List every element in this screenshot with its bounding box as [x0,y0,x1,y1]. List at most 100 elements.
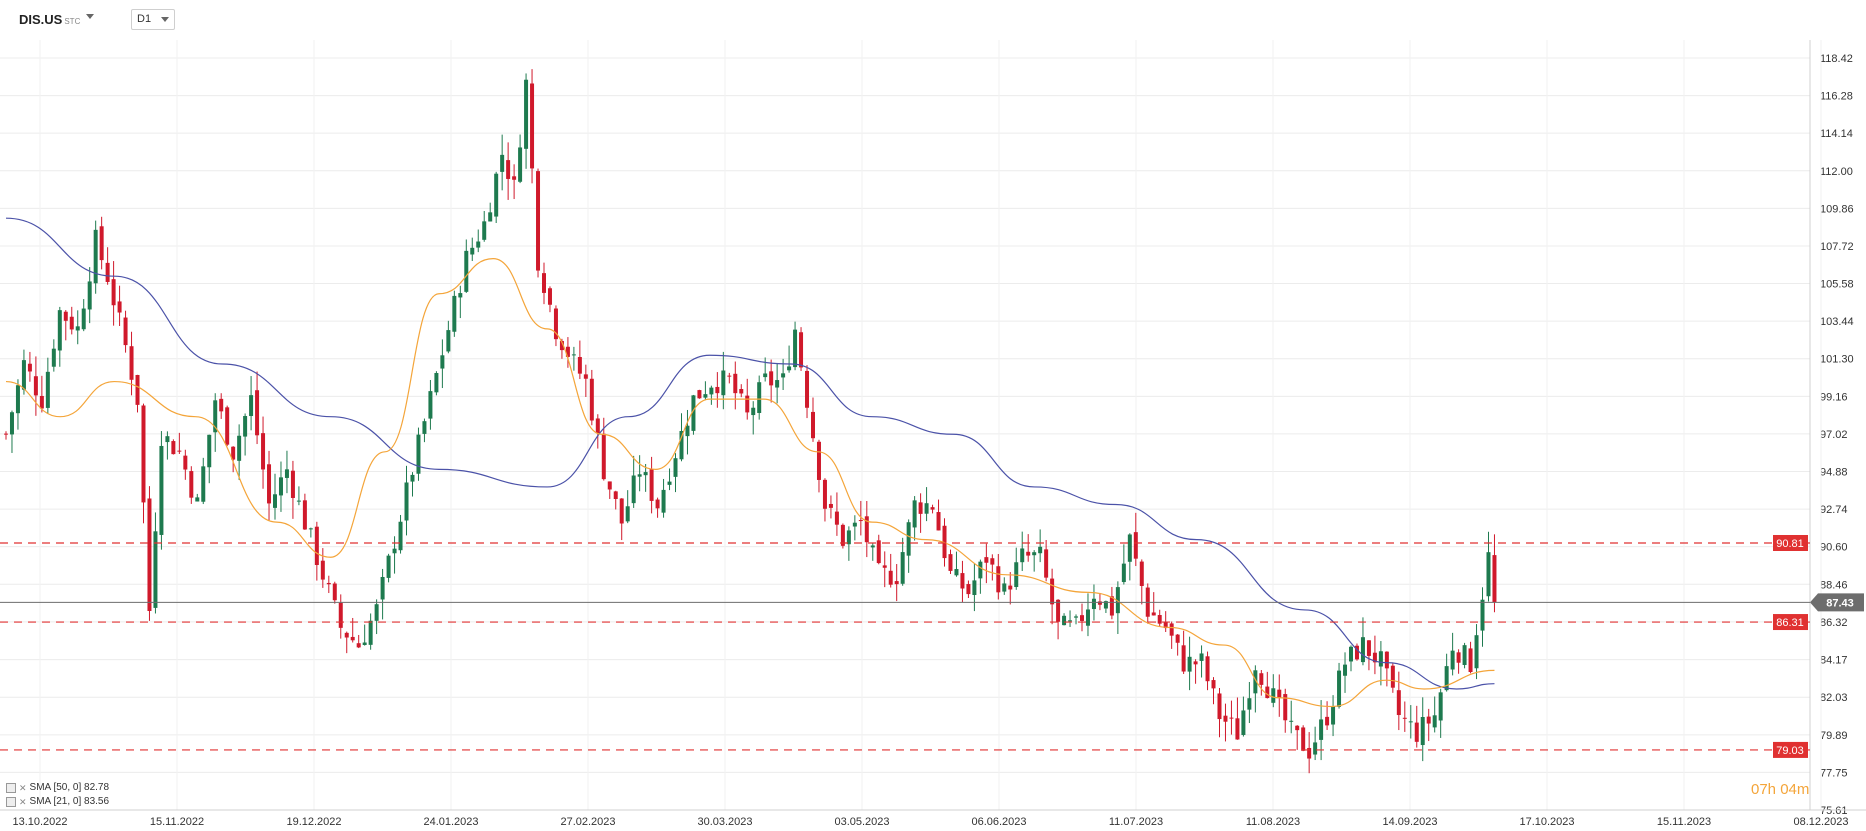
candle-body [362,642,367,645]
candle-body [894,581,899,585]
candle-body [171,441,176,455]
symbol-type: STC [64,17,81,26]
candle-body [1492,555,1497,603]
close-icon[interactable]: ✕ [19,783,27,793]
candle-body [75,326,80,331]
x-tick-label: 15.11.2023 [1657,816,1711,828]
candle-body [213,400,218,433]
candle-body [1438,692,1443,721]
timeframe-select[interactable]: D1 [131,9,175,30]
candle-body [805,370,810,408]
candle-body [1032,552,1037,556]
candle-body [954,569,959,576]
y-tick-label: 88.46 [1820,579,1848,591]
candle-body [524,79,529,149]
candle-body [1223,715,1228,722]
candle-body [296,500,301,502]
candle-body [565,346,570,357]
x-tick-label: 24.01.2023 [423,816,478,828]
candle-body [422,421,427,434]
candle-body [1020,548,1025,563]
candle-body [392,548,397,554]
candle-body [691,395,696,431]
indicator-label: SMA [50, 0] 82.78 [29,782,110,793]
candle-body [733,373,738,394]
candle-body [332,583,337,601]
candle-body [344,632,349,638]
candle-body [990,558,995,565]
candle-body [852,522,857,527]
candle-body [404,482,409,521]
y-tick-label: 105.58 [1820,279,1854,291]
candle-body [189,471,194,498]
candle-body [326,582,331,585]
y-tick-label: 109.86 [1820,203,1854,215]
candle-body [625,506,630,522]
candle-body [153,531,158,608]
candle-body [39,395,44,409]
candle-body [410,474,415,482]
candle-body [500,154,505,172]
candle-body [1008,585,1013,590]
candle-body [864,516,869,543]
candle-body [231,446,236,460]
close-icon[interactable]: ✕ [19,797,27,807]
y-tick-label: 116.28 [1820,91,1853,103]
candle-body [356,643,361,648]
candle-body [45,371,50,408]
indicator-settings-icon[interactable] [6,783,16,793]
candle-body [1085,609,1090,626]
candle-body [1349,646,1353,662]
candle-body [416,434,421,474]
y-tick-label: 79.89 [1820,730,1848,742]
candle-body [978,561,983,579]
chevron-down-icon[interactable] [86,14,94,19]
y-tick-label: 114.14 [1820,128,1853,140]
candle-body [434,373,439,393]
y-tick-label: 94.88 [1820,467,1848,479]
candle-body [536,171,541,271]
candle-body [1456,652,1461,663]
candle-body [105,262,110,282]
candle-body [147,498,152,611]
y-tick-label: 103.44 [1820,316,1854,328]
y-tick-label: 112.00 [1820,166,1853,178]
candle-body [906,522,911,556]
symbol-selector[interactable]: DIS.US STC [19,12,80,27]
candle-body [464,250,469,292]
candle-body [1414,722,1419,742]
candle-body [1468,648,1473,673]
candle-body [876,540,881,564]
candle-body [613,491,618,499]
candle-body [1151,612,1156,616]
candle-body [858,520,863,522]
candle-body [1283,694,1288,721]
candle-body [918,502,923,514]
candle-body [141,405,146,503]
candle-body [63,311,68,321]
candle-body [822,479,827,509]
candle-body [1331,706,1336,725]
x-tick-label: 15.11.2022 [150,816,204,828]
x-tick-label: 27.02.2023 [560,816,615,828]
candle-body [840,524,845,546]
candle-body [21,360,26,390]
indicator-sma21[interactable]: ✕ SMA [21, 0] 83.56 [6,795,109,809]
candle-body [398,521,403,551]
candle-body [135,374,140,405]
candle-body [924,503,929,514]
candle-body [51,348,56,367]
candle-body [1432,715,1437,728]
indicator-sma50[interactable]: ✕ SMA [50, 0] 82.78 [6,781,109,795]
candle-body [183,455,188,470]
candle-countdown: 07h 04m [1751,781,1810,798]
candle-body [1115,587,1120,614]
candle-body [559,340,564,351]
candle-body [57,310,62,351]
candle-body [1109,596,1114,616]
candle-body [781,373,786,378]
symbol-name: DIS.US [19,12,63,27]
candle-body [942,525,947,559]
indicator-settings-icon[interactable] [6,797,16,807]
